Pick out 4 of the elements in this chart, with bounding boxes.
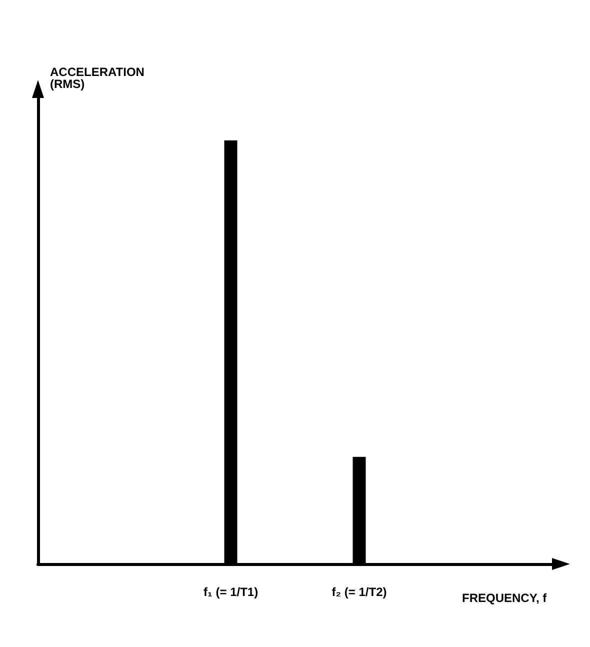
x-tick-label: f₁ (= 1/T1) <box>203 585 258 599</box>
x-axis-title: FREQUENCY, f <box>462 591 548 605</box>
x-tick-label: f₂ (= 1/T2) <box>332 585 387 599</box>
y-axis-title: ACCELERATION (RMS) <box>50 65 144 91</box>
